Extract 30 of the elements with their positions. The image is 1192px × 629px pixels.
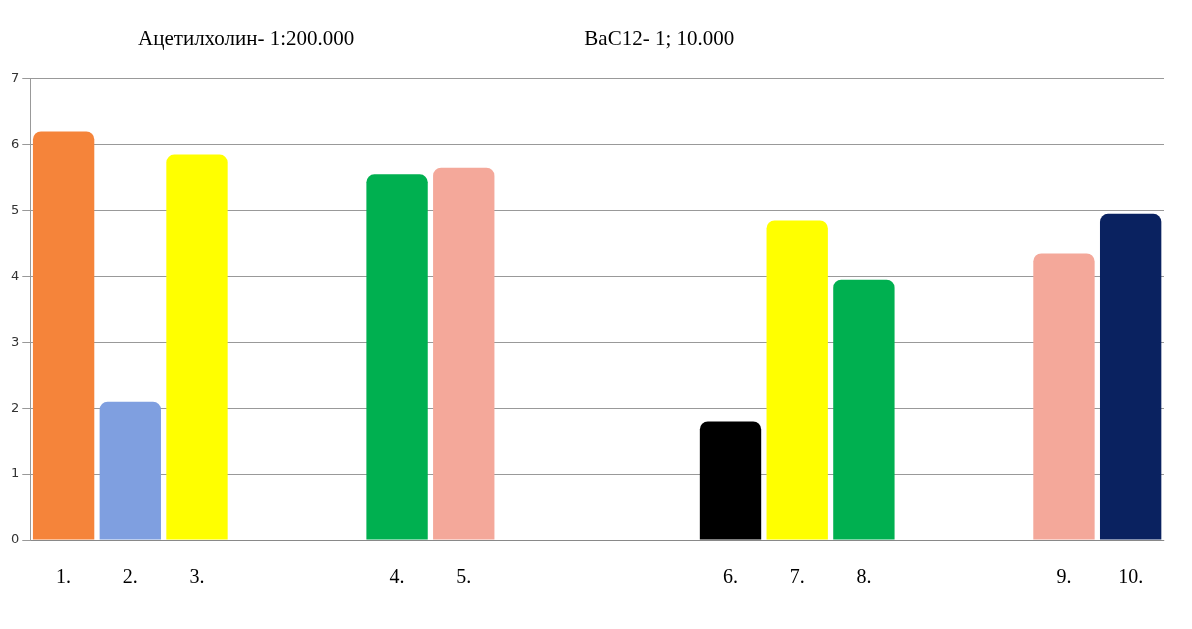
y-tick-label: 0 [10,531,20,547]
x-tick-label: 1. [56,565,72,588]
x-tick-label: 10. [1118,565,1144,588]
bar [32,131,95,540]
bar [766,220,828,540]
x-tick-label: 2. [122,565,138,588]
x-tick-label: 9. [1056,565,1072,588]
x-tick-label: 6. [723,565,739,588]
bar [699,421,762,540]
y-tick-label: 7 [10,70,20,86]
x-tick-label: 8. [856,565,872,588]
bar [1099,213,1162,540]
bar [166,154,228,540]
bar [366,174,428,540]
bar [99,401,161,540]
y-tick-label: 5 [10,201,20,217]
bar [433,167,495,540]
x-tick-label: 4. [389,565,405,588]
y-tick-label: 4 [10,267,20,283]
x-tick-label: 3. [189,565,205,588]
text: BaC12- 1; 10.000 [584,25,735,51]
x-tick-label: 5. [456,565,472,588]
y-tick-label: 2 [10,399,20,415]
text: Ацетилхолин- 1:200.000 [138,25,355,51]
bar [1033,253,1095,540]
y-tick-label: 6 [10,136,20,152]
bar [833,279,895,540]
x-tick-label: 7. [789,565,805,588]
y-tick-label: 3 [10,333,20,349]
y-tick-label: 1 [10,465,20,481]
